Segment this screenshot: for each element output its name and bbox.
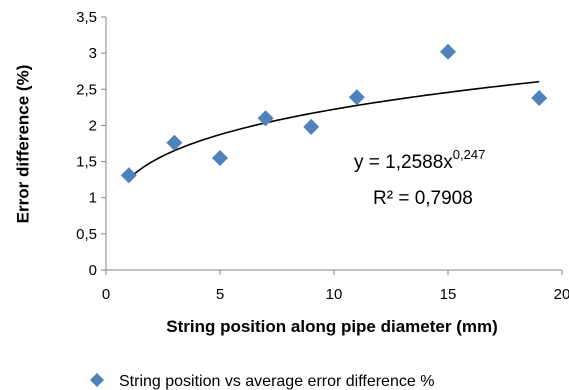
axes — [101, 16, 563, 275]
y-tick-label: 0,5 — [76, 226, 97, 243]
x-tick-label: 10 — [326, 286, 343, 303]
y-tick-label: 3,5 — [76, 9, 97, 26]
data-point — [257, 110, 274, 127]
r-squared-label: R² = 0,7908 — [373, 188, 473, 209]
data-point — [166, 134, 183, 151]
y-tick-label: 0 — [89, 262, 97, 279]
x-axis-title: String position along pipe diameter (mm) — [166, 317, 498, 336]
x-tick-label: 0 — [102, 286, 110, 303]
x-tick-label: 5 — [216, 286, 224, 303]
y-tick-label: 3 — [89, 45, 97, 62]
y-tick-labels: 0 0,5 1 1,5 2 2,5 3 3,5 — [76, 9, 97, 279]
legend-marker — [90, 373, 104, 387]
x-tick-label: 20 — [554, 286, 569, 303]
y-tick-label: 2,5 — [76, 81, 97, 98]
x-tick-label: 15 — [440, 286, 457, 303]
data-point — [531, 89, 548, 106]
data-point — [120, 167, 137, 184]
trendline — [128, 80, 540, 180]
data-point — [348, 89, 365, 106]
data-point — [212, 149, 228, 166]
data-points — [120, 43, 548, 184]
legend: String position vs average error differe… — [90, 373, 434, 390]
y-tick-label: 1,5 — [76, 154, 97, 171]
equation-exponent: 0,247 — [453, 147, 486, 162]
y-tick-label: 2 — [89, 117, 97, 134]
data-point — [303, 118, 320, 135]
data-point — [440, 43, 456, 60]
y-tick-label: 1 — [89, 190, 97, 207]
equation-base: y = 1,2588x — [354, 152, 453, 173]
x-tick-labels: 0 5 10 15 20 — [102, 286, 569, 303]
legend-label: String position vs average error differe… — [119, 373, 434, 390]
y-axis-title: Error difference (%) — [13, 65, 32, 224]
svg-text:Error difference (%): Error difference (%) — [13, 65, 32, 224]
trendline-equation: y = 1,2588x0,247 — [354, 147, 485, 173]
